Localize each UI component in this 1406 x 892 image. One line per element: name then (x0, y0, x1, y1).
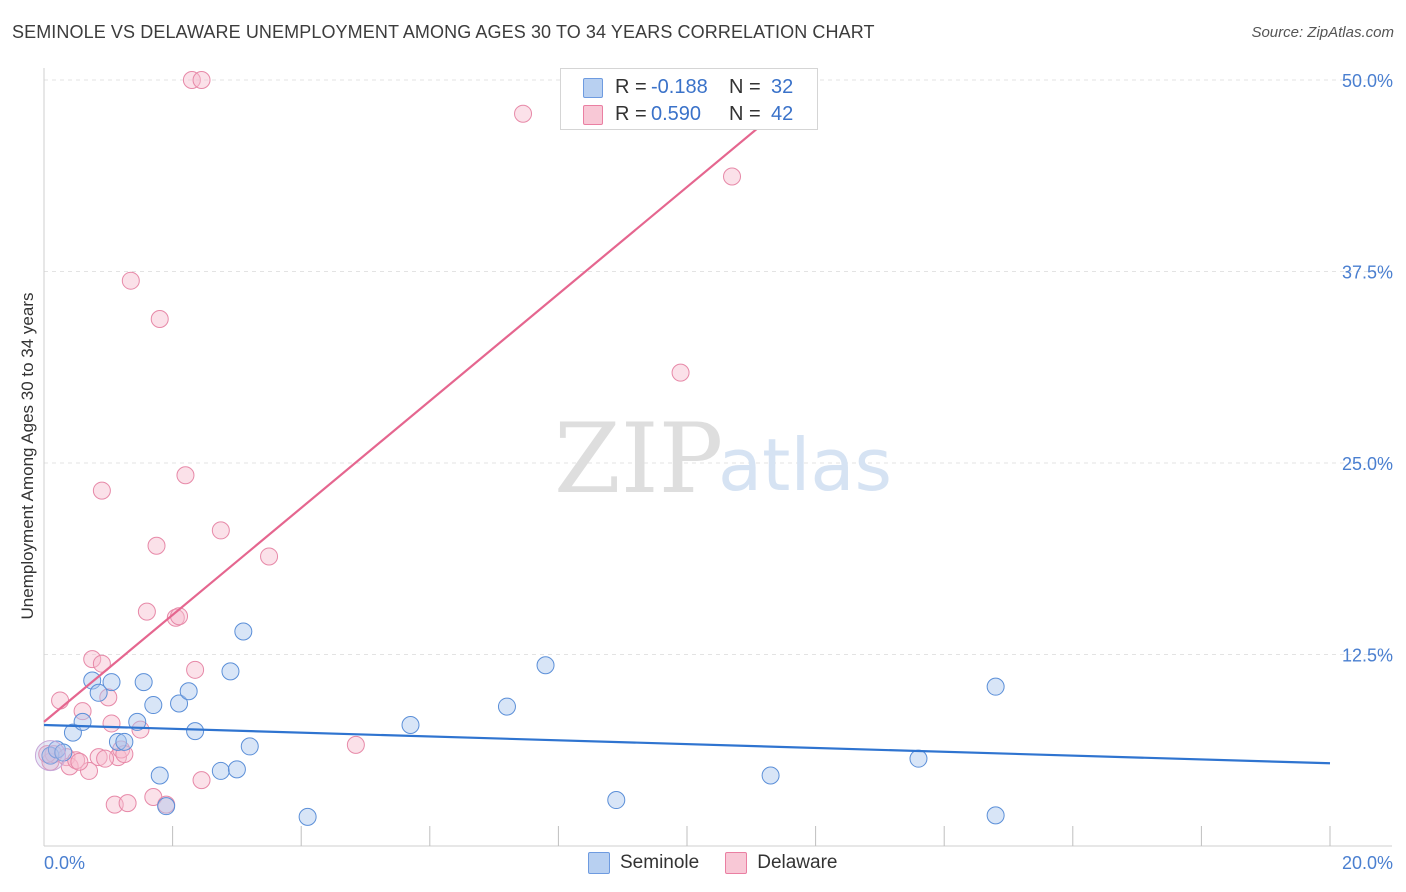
delaware-point (182, 71, 201, 89)
delaware-point (211, 521, 230, 540)
delaware-point (137, 602, 156, 621)
delaware-point (121, 271, 140, 290)
delaware-trendline (43, 79, 817, 723)
x-tick-label: 20.0% (1342, 853, 1393, 873)
seminole-point (144, 696, 163, 715)
seminole-point (298, 807, 317, 826)
delaware-point (89, 748, 108, 767)
delaware-point (671, 363, 690, 382)
delaware-point (92, 654, 111, 673)
stats-legend: R = -0.188 N = 32 R = 0.590 N = 42 (560, 68, 818, 130)
delaware-point (192, 71, 211, 89)
r-label: R = (615, 76, 647, 98)
seminole-swatch (583, 77, 603, 98)
series-legend: Seminole Delaware (588, 852, 837, 874)
n-label: N = (729, 76, 761, 98)
delaware-point (147, 536, 166, 555)
delaware-point (96, 749, 115, 768)
seminole-point (134, 673, 153, 692)
delaware-point (80, 761, 99, 780)
delaware-points (38, 71, 742, 814)
y-tick-label: 50.0% (1342, 71, 1393, 91)
delaware-point (70, 752, 89, 771)
seminole-point (179, 682, 198, 701)
seminole-legend-swatch (588, 852, 610, 874)
seminole-point (909, 749, 928, 768)
legend-item-seminole[interactable]: Seminole (588, 852, 699, 874)
n-value-seminole: 32 (771, 76, 794, 98)
y-tick-label: 37.5% (1342, 263, 1393, 283)
seminole-point (401, 715, 420, 734)
stats-row-delaware: R = 0.590 N = 42 (583, 103, 793, 126)
watermark-zip: ZIP (554, 403, 723, 515)
delaware-point (118, 794, 137, 813)
r-label: R = (615, 103, 647, 125)
trendlines (43, 79, 1331, 765)
r-value-delaware: 0.590 (651, 103, 702, 125)
x-tick-label: 0.0% (44, 853, 85, 873)
seminole-point (211, 761, 230, 780)
y-tick-label: 25.0% (1342, 454, 1393, 474)
seminole-point (108, 732, 127, 751)
seminole-point (157, 797, 176, 816)
delaware-point (150, 309, 169, 328)
delaware-point (723, 167, 742, 186)
cluster-point (34, 740, 66, 772)
legend-label-delaware: Delaware (757, 852, 838, 873)
delaware-point (260, 547, 279, 566)
axes (43, 68, 1392, 847)
seminole-point (497, 697, 516, 716)
delaware-point (73, 702, 92, 721)
n-label: N = (729, 103, 761, 125)
source-label: Source: ZipAtlas.com (1251, 24, 1394, 41)
seminole-point (186, 722, 205, 741)
seminole-point (986, 806, 1005, 825)
delaware-point (186, 660, 205, 679)
delaware-legend-swatch (725, 852, 748, 874)
seminole-point (102, 673, 121, 692)
tick-labels: 12.5% 25.0% 37.5% 50.0% 0.0% 20.0% (44, 71, 1393, 873)
delaware-point (102, 714, 121, 733)
delaware-point (176, 466, 195, 485)
watermark-atlas: atlas (718, 423, 892, 507)
seminole-point (607, 791, 626, 810)
seminole-point (54, 743, 73, 762)
y-tick-label: 12.5% (1342, 646, 1393, 666)
r-value-seminole: -0.188 (651, 76, 708, 98)
delaware-point (166, 608, 185, 627)
seminole-trendline (43, 723, 1331, 765)
seminole-point (234, 622, 253, 641)
seminole-point (227, 760, 246, 779)
delaware-point (346, 735, 365, 754)
n-value-delaware: 42 (771, 103, 794, 125)
seminole-point (115, 732, 134, 751)
seminole-point (221, 662, 240, 681)
stats-row-seminole: R = -0.188 N = 32 (583, 76, 793, 99)
delaware-point (192, 771, 211, 790)
delaware-point (105, 795, 124, 814)
seminole-points (34, 622, 1005, 826)
delaware-point (38, 745, 57, 764)
seminole-point (73, 712, 92, 731)
delaware-point (92, 481, 111, 500)
seminole-point (89, 683, 108, 702)
seminole-point (986, 677, 1005, 696)
legend-label-seminole: Seminole (620, 852, 700, 873)
delaware-point (99, 688, 118, 707)
seminole-point (240, 737, 259, 756)
legend-item-delaware[interactable]: Delaware (725, 852, 837, 874)
seminole-point (536, 656, 555, 675)
seminole-point (128, 712, 147, 731)
delaware-swatch (583, 104, 603, 125)
delaware-point (83, 650, 102, 669)
delaware-point (51, 691, 70, 710)
chart-title: SEMINOLE VS DELAWARE UNEMPLOYMENT AMONG … (12, 22, 875, 42)
seminole-point (761, 766, 780, 785)
gridlines (44, 79, 1392, 655)
seminole-point (170, 694, 189, 713)
delaware-point (514, 104, 533, 123)
seminole-point (150, 766, 169, 785)
